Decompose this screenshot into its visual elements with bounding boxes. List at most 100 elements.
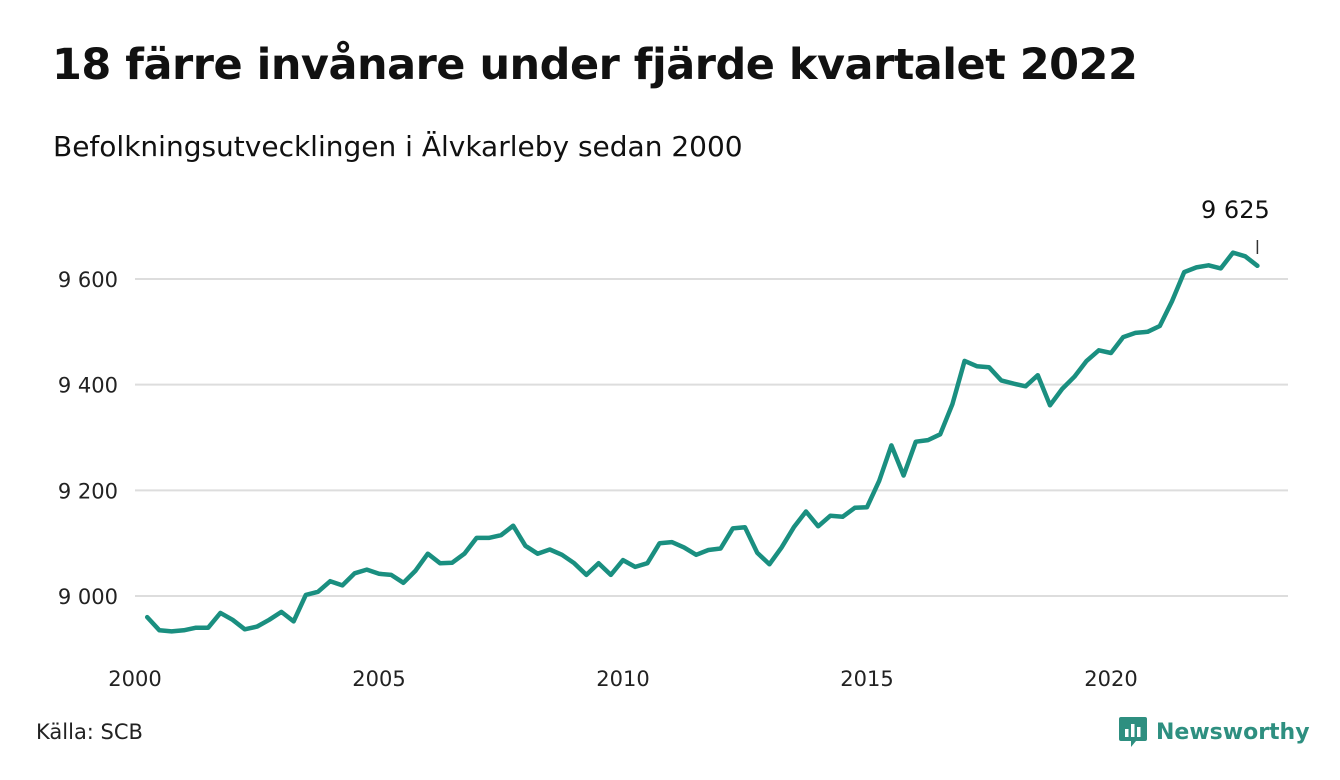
data-point bbox=[535, 552, 539, 556]
data-point bbox=[877, 479, 881, 483]
data-point bbox=[1133, 331, 1137, 335]
data-point bbox=[950, 402, 954, 406]
data-point bbox=[316, 590, 320, 594]
series-line bbox=[144, 250, 1260, 634]
data-point bbox=[1206, 263, 1210, 267]
data-point bbox=[938, 432, 942, 436]
y-tick-label: 9 000 bbox=[58, 585, 118, 609]
data-point bbox=[609, 573, 613, 577]
data-point bbox=[816, 524, 820, 528]
x-axis-ticks: 2000 2005 2010 2015 2020 bbox=[108, 667, 1137, 691]
data-point bbox=[1231, 250, 1235, 254]
data-point bbox=[1145, 330, 1149, 334]
data-point bbox=[1060, 387, 1064, 391]
data-point bbox=[682, 545, 686, 549]
series-layer bbox=[144, 250, 1260, 634]
data-point bbox=[889, 443, 893, 447]
data-point bbox=[377, 572, 381, 576]
data-point bbox=[1023, 384, 1027, 388]
data-point bbox=[352, 571, 356, 575]
data-point bbox=[828, 513, 832, 517]
data-point bbox=[340, 583, 344, 587]
data-point bbox=[523, 544, 527, 548]
data-point bbox=[694, 553, 698, 557]
data-point bbox=[1048, 403, 1052, 407]
chart-title: 18 färre invånare under fjärde kvartalet… bbox=[52, 40, 1138, 90]
brand-logo: Newsworthy bbox=[1118, 715, 1310, 749]
x-tick-label: 2015 bbox=[840, 667, 893, 691]
data-point bbox=[792, 525, 796, 529]
data-point bbox=[596, 561, 600, 565]
data-point bbox=[1109, 351, 1113, 355]
data-point bbox=[804, 509, 808, 513]
data-point bbox=[1011, 381, 1015, 385]
data-point bbox=[633, 565, 637, 569]
data-point bbox=[267, 618, 271, 622]
data-point bbox=[584, 573, 588, 577]
y-tick-label: 9 600 bbox=[58, 268, 118, 292]
data-point bbox=[865, 505, 869, 509]
data-point bbox=[718, 546, 722, 550]
chart-subtitle: Befolkningsutvecklingen i Älvkarleby sed… bbox=[53, 130, 743, 163]
data-point bbox=[182, 628, 186, 632]
data-point bbox=[1170, 299, 1174, 303]
x-tick-label: 2000 bbox=[108, 667, 161, 691]
data-point bbox=[572, 561, 576, 565]
data-point bbox=[499, 533, 503, 537]
data-point bbox=[999, 378, 1003, 382]
data-point bbox=[474, 536, 478, 540]
data-point bbox=[731, 526, 735, 530]
data-point bbox=[413, 568, 417, 572]
data-point bbox=[767, 562, 771, 566]
x-tick-label: 2020 bbox=[1084, 667, 1137, 691]
y-tick-label: 9 200 bbox=[58, 479, 118, 503]
data-point bbox=[1121, 335, 1125, 339]
data-point bbox=[389, 573, 393, 577]
newsworthy-logo-icon bbox=[1119, 717, 1147, 747]
data-point bbox=[926, 438, 930, 442]
x-tick-label: 2005 bbox=[352, 667, 405, 691]
x-tick-label: 2010 bbox=[596, 667, 649, 691]
y-tick-label: 9 400 bbox=[58, 374, 118, 398]
data-point bbox=[426, 552, 430, 556]
data-point bbox=[1084, 359, 1088, 363]
data-point bbox=[206, 626, 210, 630]
data-point bbox=[255, 624, 259, 628]
y-axis-ticks: 9 000 9 200 9 400 9 600 bbox=[58, 268, 118, 609]
data-point bbox=[401, 581, 405, 585]
data-point bbox=[645, 561, 649, 565]
data-point bbox=[853, 506, 857, 510]
data-point bbox=[975, 364, 979, 368]
data-point bbox=[1036, 373, 1040, 377]
brand-name: Newsworthy bbox=[1156, 719, 1310, 745]
data-point bbox=[487, 536, 491, 540]
data-point bbox=[169, 629, 173, 633]
data-point bbox=[438, 561, 442, 565]
data-point bbox=[1158, 324, 1162, 328]
data-point bbox=[291, 619, 295, 623]
data-point bbox=[462, 552, 466, 556]
data-point bbox=[1182, 270, 1186, 274]
data-point bbox=[1097, 348, 1101, 352]
data-point bbox=[1255, 264, 1259, 268]
data-point bbox=[157, 628, 161, 632]
data-point bbox=[450, 561, 454, 565]
data-point bbox=[706, 548, 710, 552]
source-note: Källa: SCB bbox=[36, 720, 143, 744]
data-point bbox=[230, 618, 234, 622]
data-point bbox=[914, 440, 918, 444]
data-point bbox=[743, 525, 747, 529]
data-point bbox=[279, 610, 283, 614]
data-point bbox=[243, 627, 247, 631]
data-point bbox=[365, 567, 369, 571]
data-point bbox=[511, 524, 515, 528]
data-point bbox=[755, 550, 759, 554]
data-point bbox=[218, 611, 222, 615]
data-point bbox=[194, 626, 198, 630]
data-point bbox=[621, 558, 625, 562]
data-point bbox=[560, 553, 564, 557]
data-point bbox=[145, 615, 149, 619]
annotation-label: 9 625 bbox=[1201, 196, 1270, 224]
data-point bbox=[962, 359, 966, 363]
